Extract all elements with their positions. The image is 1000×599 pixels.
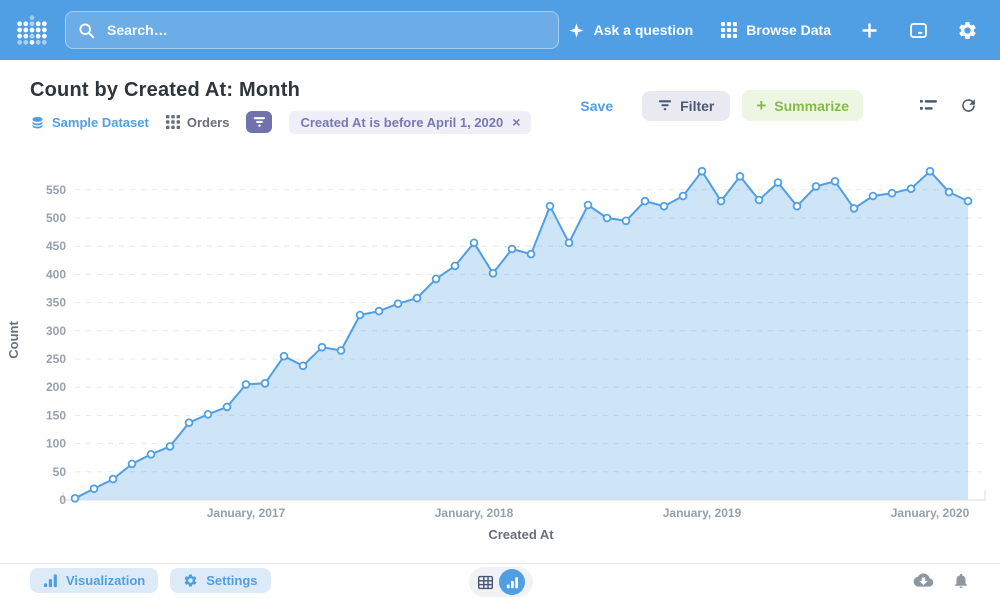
gear-icon[interactable]	[957, 20, 978, 41]
grid-icon	[721, 22, 738, 38]
top-nav-bar: Ask a question Browse Data	[0, 0, 1000, 60]
settings-label: Settings	[206, 573, 258, 588]
bar-chart-icon	[43, 573, 58, 588]
bell-icon[interactable]	[952, 571, 970, 590]
svg-text:January, 2020: January, 2020	[891, 506, 970, 520]
svg-text:200: 200	[46, 380, 66, 394]
svg-text:250: 250	[46, 352, 66, 366]
summarize-button[interactable]: + Summarize	[742, 90, 863, 121]
browse-data-label: Browse Data	[746, 22, 831, 38]
svg-text:350: 350	[46, 296, 66, 310]
breadcrumb-table[interactable]: Orders	[165, 114, 230, 130]
table-view-button[interactable]	[477, 574, 494, 591]
search-bar[interactable]	[65, 11, 559, 49]
search-icon	[78, 22, 95, 39]
database-icon	[30, 115, 45, 130]
svg-text:January, 2019: January, 2019	[663, 506, 742, 520]
ask-question-label: Ask a question	[593, 22, 694, 38]
visualization-button[interactable]: Visualization	[30, 568, 159, 593]
funnel-icon	[658, 99, 672, 112]
filter-toggle-button[interactable]	[246, 111, 273, 133]
save-button[interactable]: Save	[580, 97, 614, 114]
refresh-icon[interactable]	[959, 96, 978, 115]
svg-text:300: 300	[46, 324, 66, 338]
svg-text:January, 2018: January, 2018	[435, 506, 514, 520]
area-chart[interactable]: 0 50 100 150 200 250 300 350 400 450 500 550 January…	[0, 148, 1000, 555]
metabase-logo[interactable]	[14, 12, 50, 48]
dataset-label: Sample Dataset	[52, 114, 149, 130]
filter-pill-label: Created At is before April 1, 2020	[300, 114, 504, 130]
bottom-bar: Visualization Settings	[0, 563, 1000, 599]
new-item-button[interactable]	[859, 20, 880, 41]
browse-data-button[interactable]: Browse Data	[721, 22, 831, 38]
list-icon[interactable]	[919, 97, 938, 114]
svg-text:150: 150	[46, 408, 66, 422]
bar-chart-icon	[506, 576, 519, 589]
filter-pill[interactable]: Created At is before April 1, 2020 ×	[289, 110, 532, 134]
page-title: Count by Created At: Month	[30, 79, 300, 101]
svg-text:550: 550	[46, 183, 66, 197]
frame-icon[interactable]	[908, 20, 929, 41]
star-icon	[568, 22, 585, 39]
svg-text:450: 450	[46, 239, 66, 253]
visualization-label: Visualization	[66, 573, 146, 588]
svg-text:500: 500	[46, 211, 66, 225]
svg-text:100: 100	[46, 437, 66, 451]
summarize-button-label: Summarize	[774, 97, 849, 114]
svg-text:January, 2017: January, 2017	[207, 506, 286, 520]
close-icon[interactable]: ×	[512, 114, 521, 130]
svg-text:Count: Count	[6, 321, 21, 359]
filter-button-label: Filter	[680, 97, 715, 114]
svg-text:50: 50	[53, 465, 67, 479]
filter-button[interactable]: Filter	[642, 90, 731, 121]
table-label: Orders	[186, 114, 230, 130]
svg-text:Created At: Created At	[488, 527, 554, 542]
search-input[interactable]	[105, 21, 546, 39]
gear-icon	[183, 573, 198, 588]
settings-button[interactable]: Settings	[170, 568, 271, 593]
breadcrumb-dataset[interactable]: Sample Dataset	[30, 115, 149, 130]
plus-icon: +	[756, 96, 767, 115]
ask-question-button[interactable]: Ask a question	[568, 22, 694, 39]
chart-view-button[interactable]	[499, 569, 525, 595]
visualization-toggle	[469, 567, 533, 597]
svg-text:400: 400	[46, 267, 66, 281]
table-icon	[477, 574, 494, 591]
cloud-download-icon[interactable]	[912, 570, 935, 590]
funnel-icon	[253, 116, 266, 128]
table-grid-icon	[165, 115, 180, 129]
svg-text:0: 0	[59, 493, 66, 507]
